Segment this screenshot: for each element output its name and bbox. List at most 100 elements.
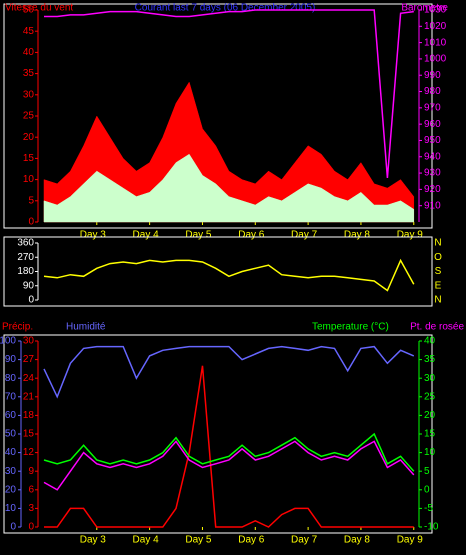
y-tick-label: 15 xyxy=(23,429,35,440)
legend-entry: Barometre xyxy=(401,3,448,14)
line xyxy=(44,9,414,179)
legend-entry: Précip. xyxy=(2,322,33,333)
area xyxy=(43,81,415,223)
y-tick-label: 12 xyxy=(23,447,35,458)
panel-frame xyxy=(3,334,433,534)
y-tick-label: -5 xyxy=(424,503,433,514)
x-tick-label: Day 4 xyxy=(133,230,160,241)
y-tick-label: 20 xyxy=(23,132,35,143)
y-tick-label: 40 xyxy=(424,336,436,347)
line xyxy=(44,365,414,528)
line xyxy=(43,440,415,491)
line xyxy=(43,258,415,292)
y-tick-label: 21 xyxy=(23,391,35,402)
y-tick-label: 270 xyxy=(17,252,34,263)
y-tick-label: 30 xyxy=(23,89,35,100)
y-tick-label: 40 xyxy=(5,447,17,458)
y-tick-label: 24 xyxy=(23,373,35,384)
y-tick-label: 18 xyxy=(23,410,35,421)
y-tick-label: 0 xyxy=(28,522,34,533)
y-tick-label: 20 xyxy=(5,484,17,495)
y-tick-label: 920 xyxy=(424,184,441,195)
y-tick-label: 1030 xyxy=(424,5,447,16)
panel-frame xyxy=(3,3,433,229)
x-tick-label: Day 3 xyxy=(80,230,107,241)
legend-entry: Temperature (°C) xyxy=(312,322,389,333)
y-tick-label: 35 xyxy=(23,68,35,79)
y-tick-label: 10 xyxy=(424,447,436,458)
y-tick-label: 70 xyxy=(5,391,17,402)
x-tick-label: Day 7 xyxy=(291,230,318,241)
y-tick-label: 45 xyxy=(23,26,35,37)
y-tick-label: 100 xyxy=(0,336,16,347)
y-tick-label: 30 xyxy=(23,336,35,347)
compass-label: E xyxy=(435,280,442,291)
y-tick-label: 30 xyxy=(5,466,17,477)
x-tick-label: Day 6 xyxy=(238,230,265,241)
y-tick-label: 910 xyxy=(424,200,441,211)
y-tick-label: 5 xyxy=(424,466,430,477)
y-tick-label: 6 xyxy=(28,484,34,495)
y-tick-label: 990 xyxy=(424,70,441,81)
y-tick-label: 15 xyxy=(424,429,436,440)
y-tick-label: 25 xyxy=(23,111,35,122)
y-tick-label: 10 xyxy=(5,503,17,514)
x-tick-label: Day 6 xyxy=(238,535,265,546)
y-tick-label: 10 xyxy=(23,174,35,185)
x-tick-label: Day 9 xyxy=(397,535,424,546)
x-tick-label: Day 8 xyxy=(344,535,371,546)
chart-title: Courant last 7 days (06 December 2005) xyxy=(135,3,316,14)
x-tick-label: Day 8 xyxy=(344,230,371,241)
y-tick-label: 0 xyxy=(10,522,16,533)
y-tick-label: 970 xyxy=(424,102,441,113)
panel-frame xyxy=(3,236,433,307)
x-tick-label: Day 4 xyxy=(133,535,160,546)
area xyxy=(43,153,415,223)
y-tick-label: 940 xyxy=(424,151,441,162)
y-tick-label: -10 xyxy=(424,522,439,533)
x-tick-label: Day 9 xyxy=(397,230,424,241)
compass-label: S xyxy=(435,266,442,277)
y-tick-label: 3 xyxy=(28,503,34,514)
legend-entry: Pt. de rosée xyxy=(410,322,464,333)
y-tick-label: 950 xyxy=(424,135,441,146)
y-tick-label: 360 xyxy=(17,238,34,249)
legend-entry: Humidité xyxy=(66,322,106,333)
y-tick-label: 20 xyxy=(424,410,436,421)
legend-entry: Vitesse du vent xyxy=(5,3,73,14)
compass-label: N xyxy=(434,295,441,306)
y-tick-label: 930 xyxy=(424,168,441,179)
y-tick-label: 30 xyxy=(424,373,436,384)
y-tick-label: 5 xyxy=(28,195,34,206)
y-tick-label: 27 xyxy=(23,354,35,365)
x-tick-label: Day 5 xyxy=(185,535,212,546)
y-tick-label: 35 xyxy=(424,354,436,365)
y-tick-label: 0 xyxy=(28,295,34,306)
x-tick-label: Day 3 xyxy=(80,535,107,546)
y-tick-label: 1020 xyxy=(424,21,447,32)
compass-label: O xyxy=(434,252,442,263)
y-tick-label: 0 xyxy=(28,217,34,228)
y-tick-label: 980 xyxy=(424,86,441,97)
y-tick-label: 90 xyxy=(23,280,35,291)
line xyxy=(43,345,415,399)
y-tick-label: 0 xyxy=(424,484,430,495)
compass-label: N xyxy=(434,238,441,249)
line xyxy=(43,432,415,472)
y-tick-label: 40 xyxy=(23,47,35,58)
y-tick-label: 50 xyxy=(5,429,17,440)
y-tick-label: 90 xyxy=(5,354,17,365)
y-tick-label: 60 xyxy=(5,410,17,421)
x-tick-label: Day 5 xyxy=(185,230,212,241)
y-tick-label: 80 xyxy=(5,373,17,384)
y-tick-label: 1000 xyxy=(424,54,447,65)
y-tick-label: 9 xyxy=(28,466,34,477)
y-tick-label: 180 xyxy=(17,266,34,277)
x-tick-label: Day 7 xyxy=(291,535,318,546)
y-tick-label: 960 xyxy=(424,119,441,130)
y-tick-label: 15 xyxy=(23,153,35,164)
y-tick-label: 25 xyxy=(424,391,436,402)
y-tick-label: 50 xyxy=(23,5,35,16)
